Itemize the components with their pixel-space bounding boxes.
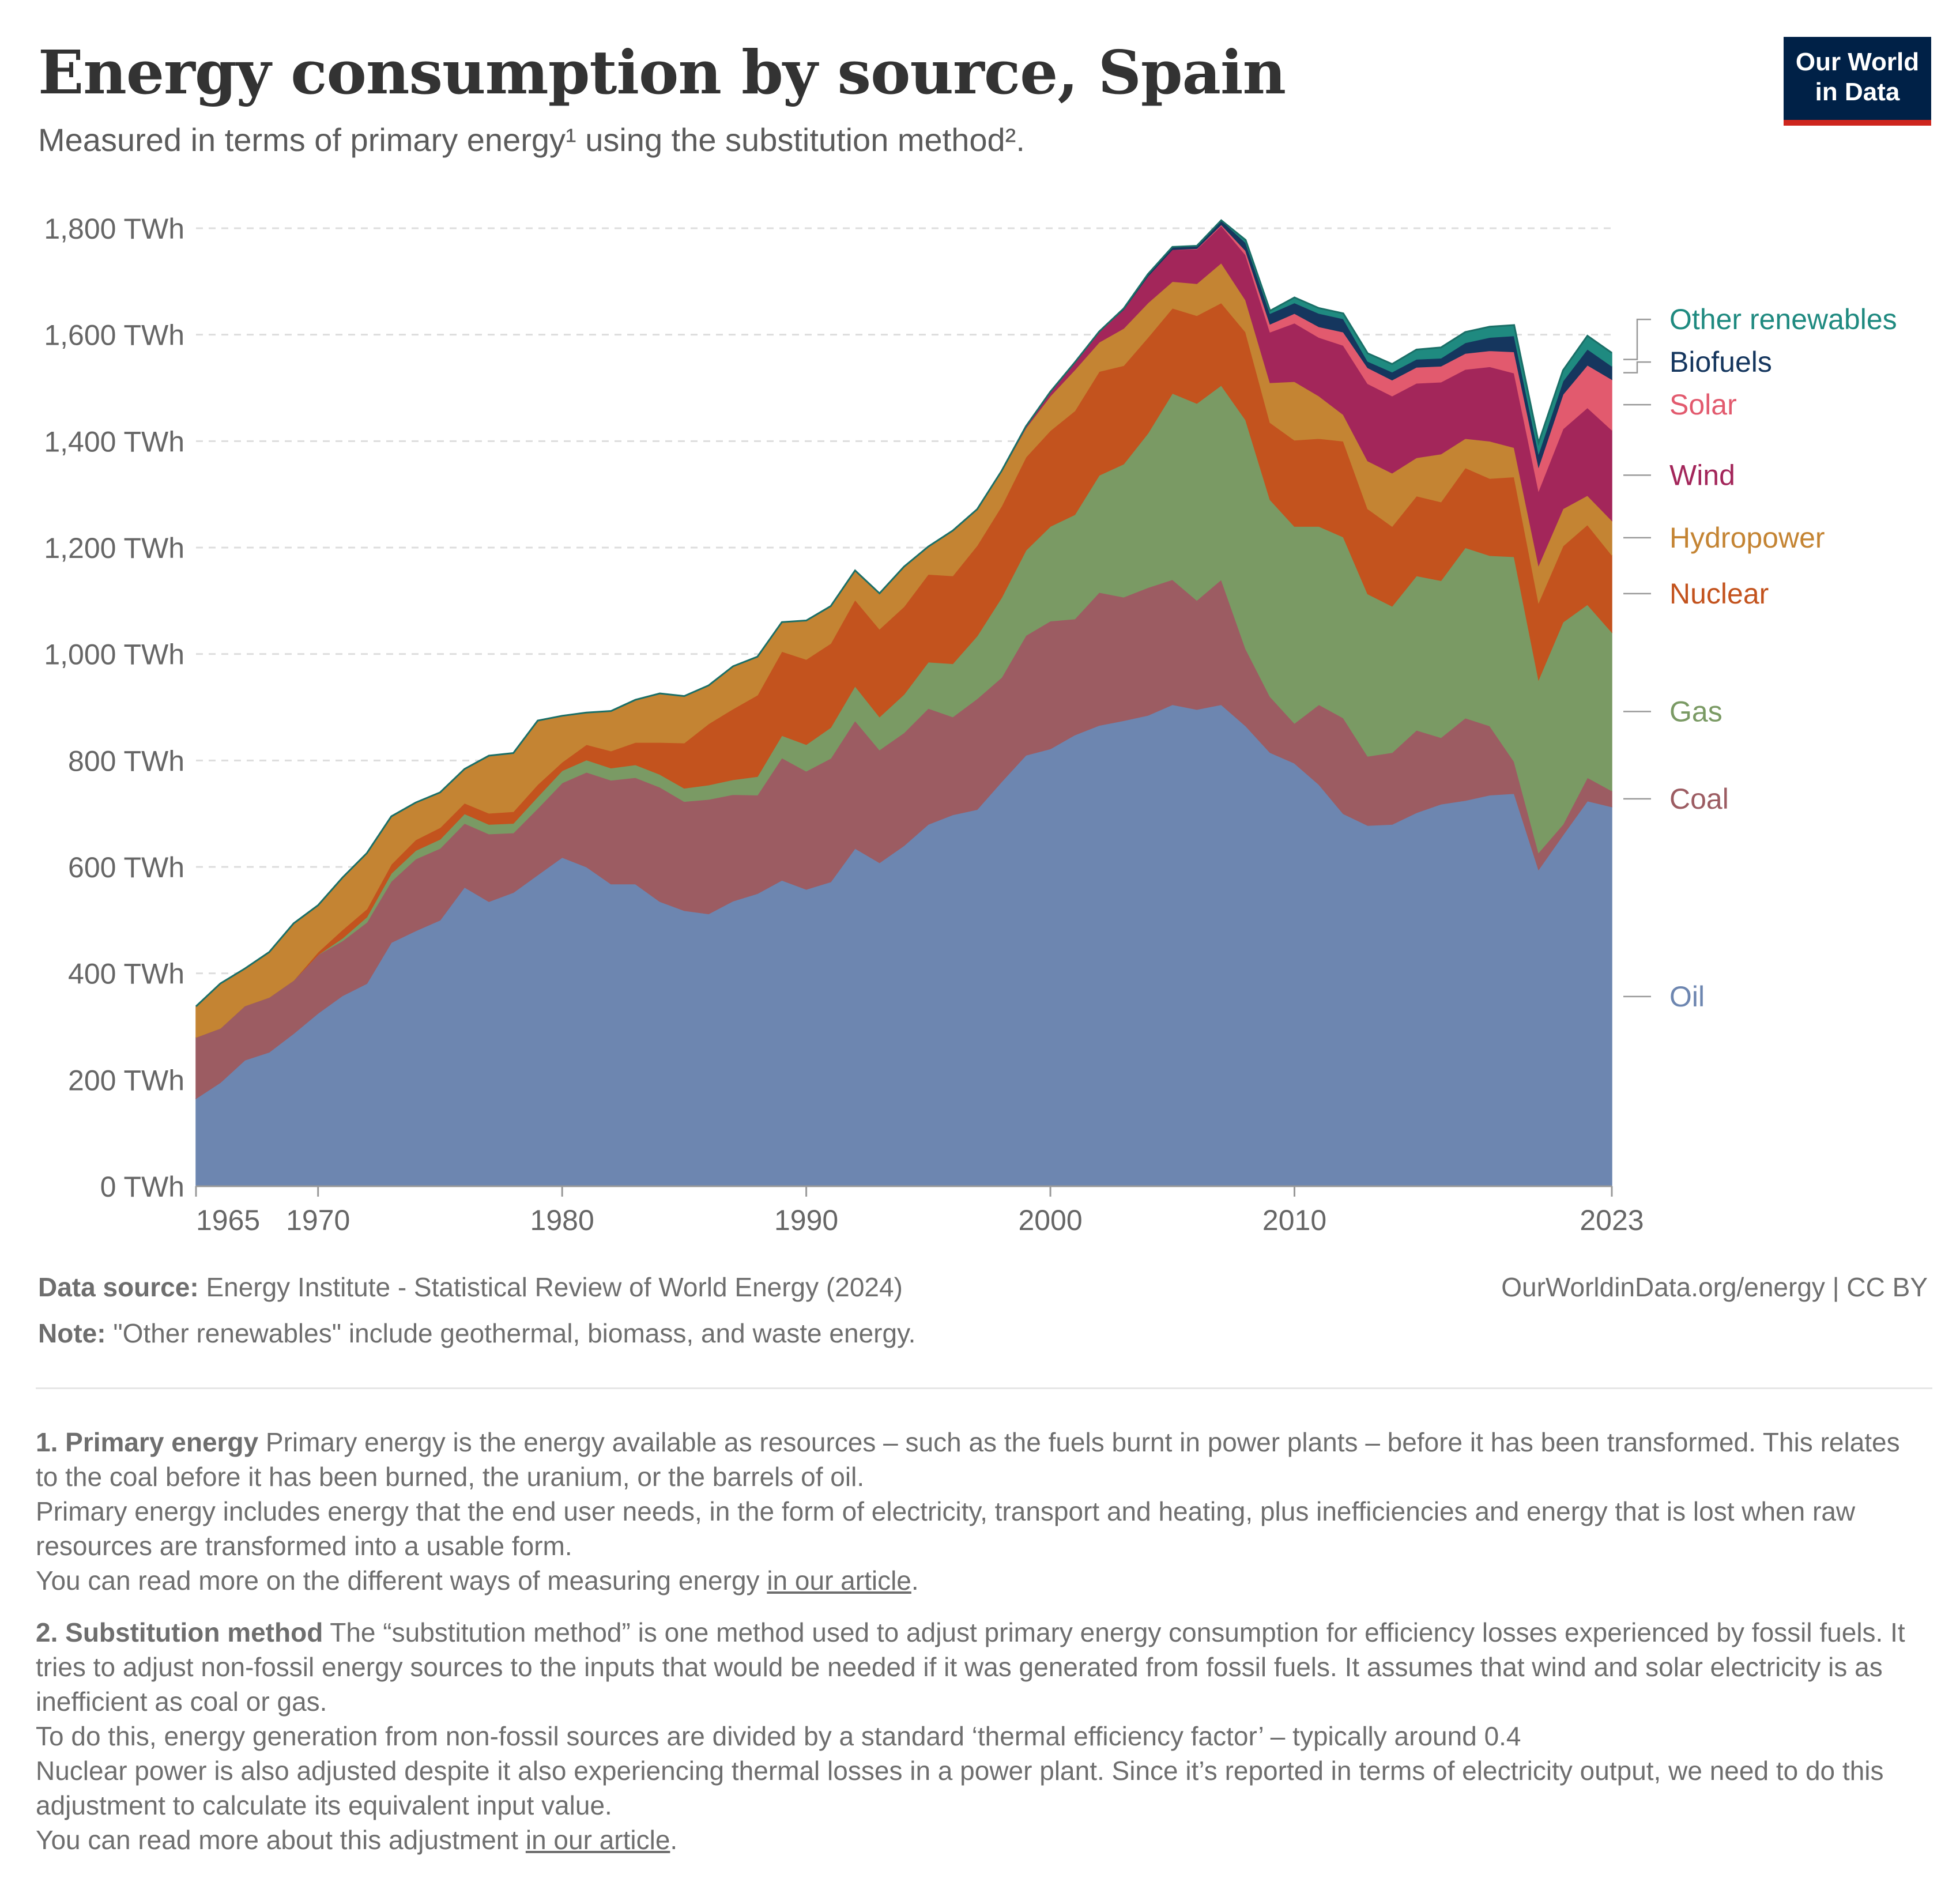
- y-tick-label: 800 TWh: [68, 745, 184, 777]
- legend-label-nuclear: Nuclear: [1669, 578, 1769, 610]
- footnote-2-line-3: Nuclear power is also adjusted despite i…: [36, 1756, 1884, 1820]
- footnote-1-line-3-end: .: [911, 1566, 919, 1595]
- y-tick-label: 1,000 TWh: [44, 639, 184, 671]
- owid-logo[interactable]: Our World in Data: [1784, 37, 1931, 126]
- data-source-text: Energy Institute - Statistical Review of…: [206, 1272, 903, 1302]
- footnote-divider: [36, 1387, 1932, 1389]
- footnote-2-line-2: To do this, energy generation from non-f…: [36, 1721, 1521, 1751]
- footnote-2-line-1: The “substitution method” is one method …: [36, 1617, 1905, 1717]
- legend-connector: [1623, 318, 1651, 360]
- x-tick-label: 1970: [286, 1204, 350, 1236]
- footnote-1-article-link[interactable]: in our article: [767, 1566, 911, 1595]
- legend-label-oil: Oil: [1669, 980, 1705, 1013]
- legend-label-gas: Gas: [1669, 695, 1722, 727]
- logo-accent-bar: [1784, 120, 1931, 126]
- y-tick-label: 1,400 TWh: [44, 425, 184, 458]
- y-tick-label: 1,200 TWh: [44, 532, 184, 564]
- y-tick-label: 1,800 TWh: [44, 213, 184, 245]
- data-source: Data source: Energy Institute - Statisti…: [38, 1272, 903, 1303]
- footnote-1: 1. Primary energy Primary energy is the …: [36, 1425, 1909, 1598]
- legend-label-solar: Solar: [1669, 388, 1737, 421]
- x-tick-label: 1965: [196, 1204, 260, 1236]
- x-tick-label: 1990: [774, 1204, 838, 1236]
- x-tick-label: 2000: [1018, 1204, 1082, 1236]
- y-tick-label: 200 TWh: [68, 1064, 184, 1096]
- legend-label-hydropower: Hydropower: [1669, 522, 1825, 554]
- note-text: "Other renewables" include geothermal, b…: [113, 1318, 916, 1348]
- chart-subtitle: Measured in terms of primary energy¹ usi…: [38, 122, 1025, 158]
- y-tick-label: 1,600 TWh: [44, 319, 184, 352]
- legend-label-biofuels: Biofuels: [1669, 346, 1772, 378]
- x-tick-label: 2023: [1580, 1204, 1644, 1236]
- legend-label-other-renewables: Other renewables: [1669, 303, 1897, 335]
- footnote-1-line-3: You can read more on the different ways …: [36, 1566, 767, 1595]
- stacked-area-chart: 0 TWh 200 TWh 400 TWh 600 TWh 800 TWh 1,000 T…: [44, 213, 1897, 1236]
- x-tick-label: 1980: [530, 1204, 594, 1236]
- legend-connector: [1623, 361, 1651, 374]
- attribution-link[interactable]: OurWorldinData.org/energy | CC BY: [1501, 1272, 1928, 1302]
- chart-note: Note: "Other renewables" include geother…: [38, 1318, 915, 1349]
- x-tick-label: 2010: [1262, 1204, 1326, 1236]
- footnote-1-heading: 1. Primary energy: [36, 1427, 259, 1457]
- footnote-2: 2. Substitution method The “substitution…: [36, 1615, 1909, 1857]
- footnote-2-article-link[interactable]: in our article: [525, 1825, 670, 1855]
- total-outline: [195, 219, 1612, 1007]
- footnote-2-line-4: You can read more about this adjustment: [36, 1825, 526, 1855]
- y-tick-label: 400 TWh: [68, 958, 184, 990]
- logo-line-2: in Data: [1815, 78, 1900, 106]
- footnote-2-line-4-end: .: [670, 1825, 678, 1855]
- logo-line-1: Our World: [1795, 48, 1920, 76]
- chart-title: Energy consumption by source, Spain: [38, 37, 1286, 108]
- y-tick-label: 0 TWh: [100, 1171, 184, 1203]
- legend-label-coal: Coal: [1669, 783, 1729, 815]
- data-source-label: Data source:: [38, 1272, 199, 1302]
- legend-label-wind: Wind: [1669, 459, 1735, 491]
- footnote-1-line-2: Primary energy includes energy that the …: [36, 1496, 1856, 1561]
- note-label: Note:: [38, 1318, 106, 1348]
- footnote-1-line-1: Primary energy is the energy available a…: [36, 1427, 1900, 1492]
- y-tick-label: 600 TWh: [68, 851, 184, 884]
- footnote-2-heading: 2. Substitution method: [36, 1617, 323, 1647]
